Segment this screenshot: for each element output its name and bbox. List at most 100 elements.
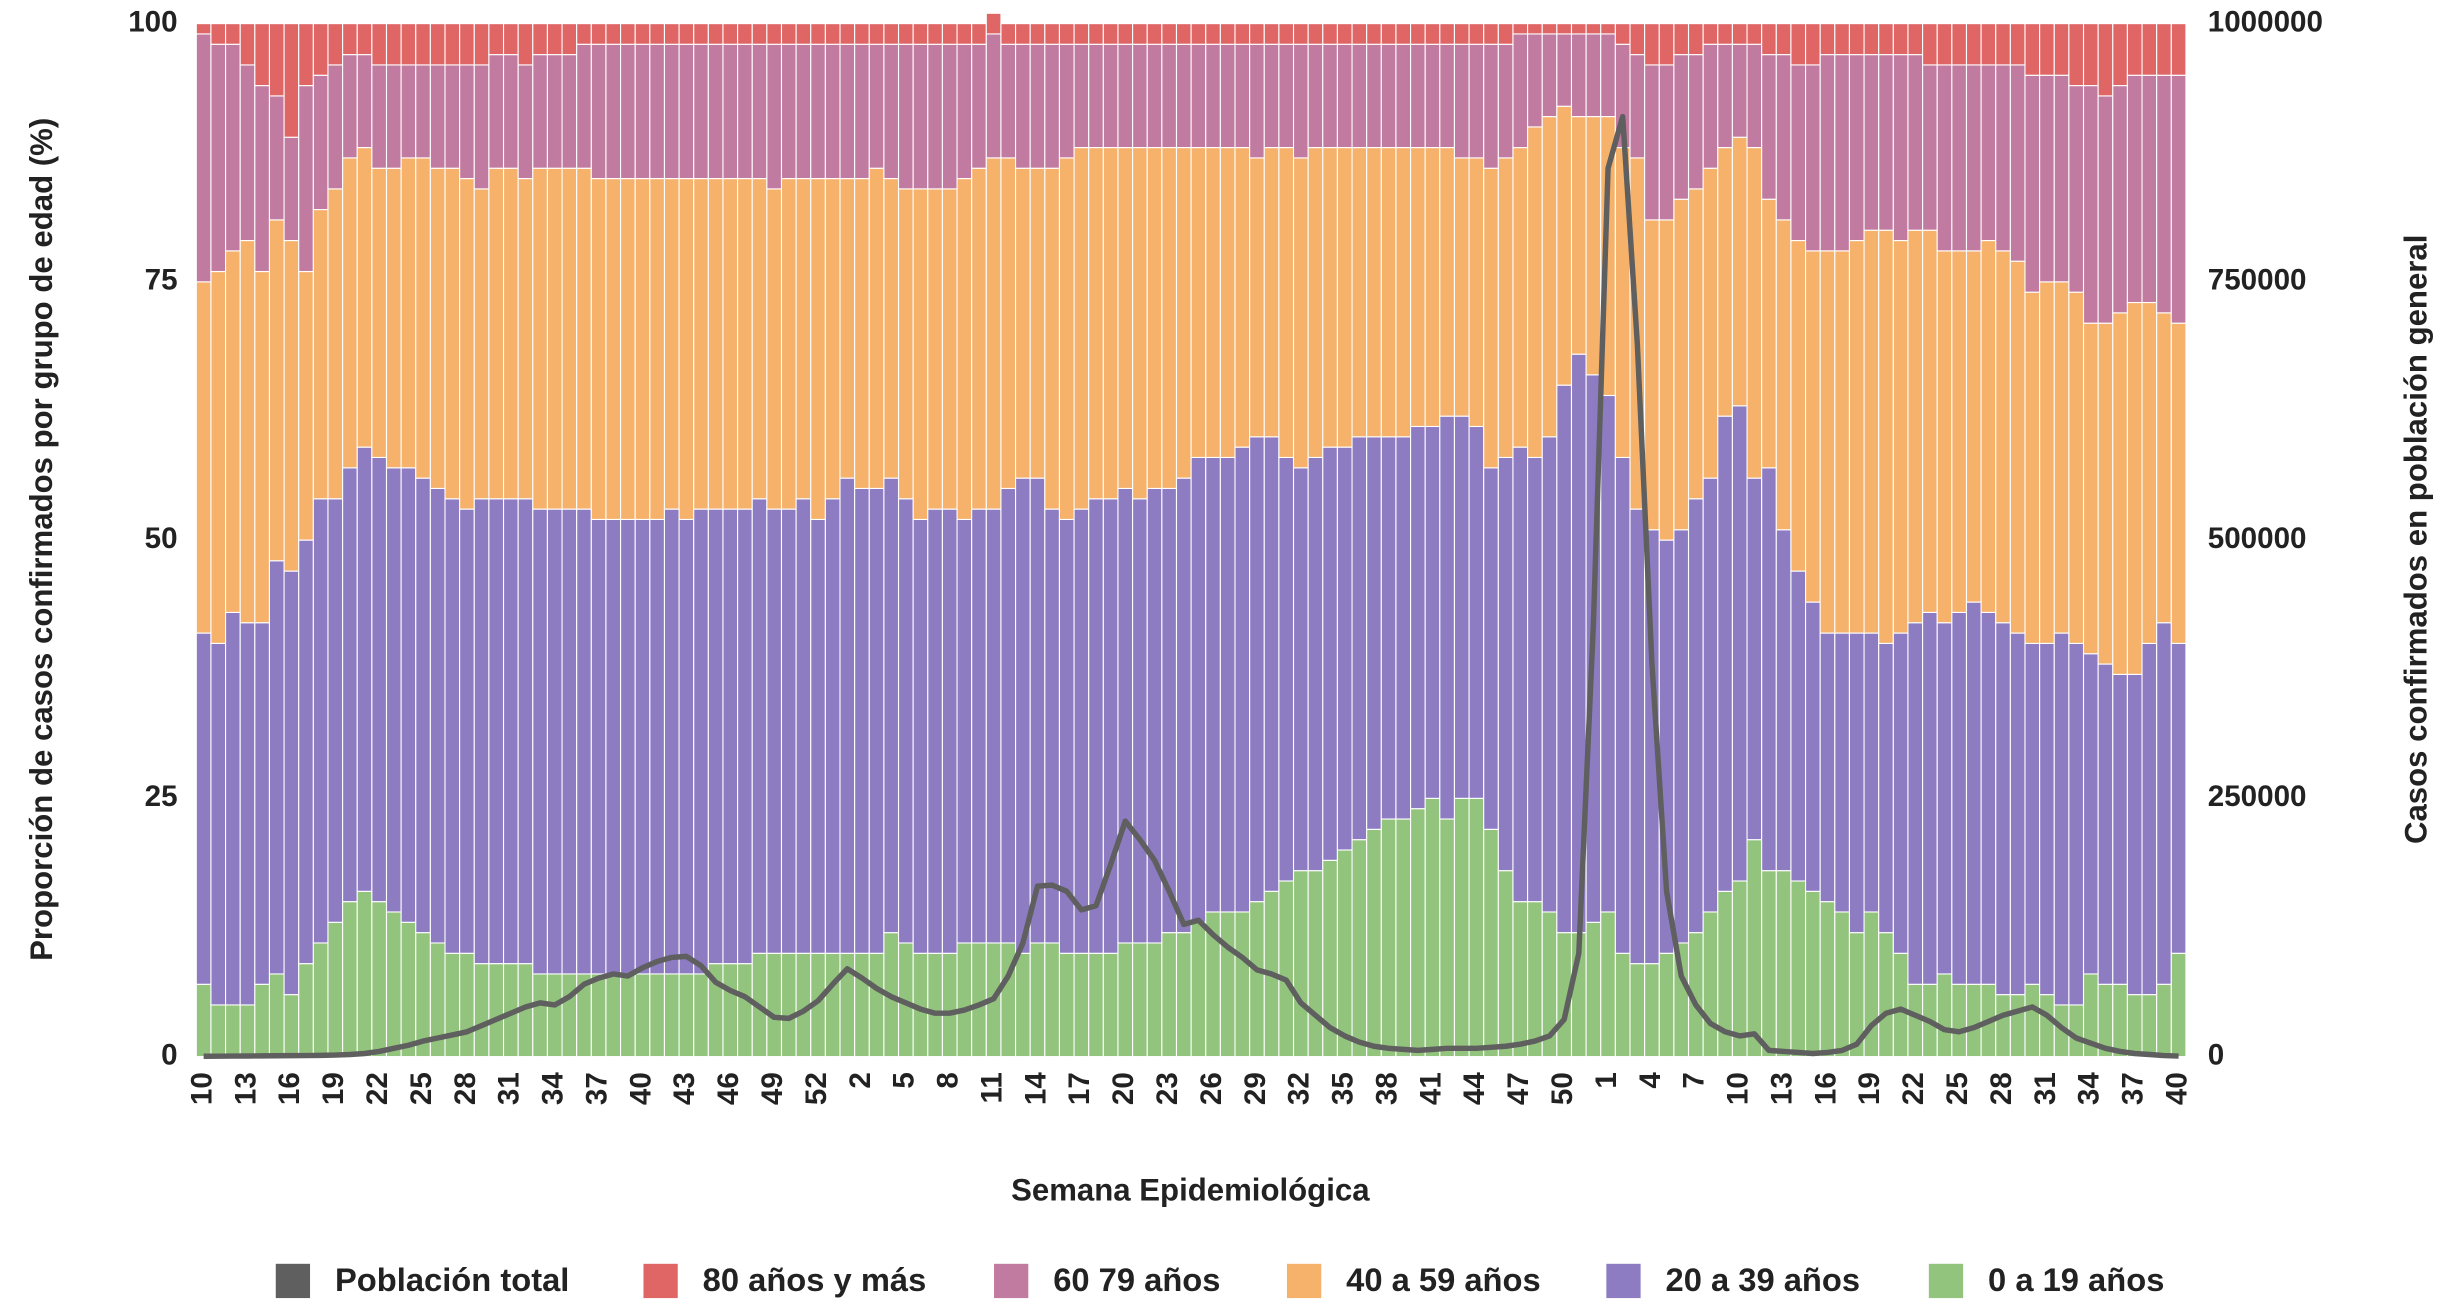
bar-segment <box>1175 23 1192 45</box>
bar-segment <box>1468 157 1485 428</box>
x-tick-label: 44 <box>1458 1072 1491 1105</box>
bar-segment <box>1219 147 1236 459</box>
bar-segment <box>1175 477 1192 934</box>
bar-segment <box>254 85 271 273</box>
bar-segment <box>1702 167 1719 479</box>
bar-segment <box>2126 994 2143 1058</box>
bar-segment <box>1834 250 1850 634</box>
bars <box>195 12 2187 1058</box>
bar-segment <box>1951 64 1968 252</box>
bar-segment <box>1000 487 1017 944</box>
bar-segment <box>2112 23 2128 87</box>
bar-segment <box>1292 467 1309 872</box>
bar-segment <box>1629 963 1646 1058</box>
bar-segment <box>546 54 563 169</box>
x-tick-label: 8 <box>932 1072 965 1088</box>
bar-segment <box>971 508 987 944</box>
bar-segment <box>1483 23 1499 45</box>
bar-segment <box>1775 219 1792 531</box>
bar-segment <box>298 270 314 541</box>
bar-segment <box>2126 673 2143 996</box>
bar-segment <box>605 43 622 180</box>
bar-segment <box>225 23 241 45</box>
bar-segment <box>1863 54 1880 231</box>
bar-segment <box>1117 942 1134 1058</box>
bar-segment <box>2112 983 2128 1058</box>
bar-segment <box>1044 23 1060 45</box>
bar-segment <box>1805 890 1821 1058</box>
bar-segment <box>1892 23 1909 56</box>
bar-segment <box>532 508 548 975</box>
bar-segment <box>1015 952 1031 1058</box>
bar-segment <box>1687 498 1704 934</box>
bar-segment <box>678 178 695 520</box>
bar-segment <box>1380 23 1397 45</box>
bar-segment <box>1234 43 1251 149</box>
bar-segment <box>634 973 651 1058</box>
bar-segment <box>385 23 402 66</box>
bar-segment <box>195 33 212 283</box>
bar-segment <box>1614 23 1631 45</box>
bar-segment <box>737 178 753 510</box>
bar-segment <box>649 973 666 1058</box>
bar-segment <box>795 23 812 45</box>
bar-segment <box>1995 250 2011 624</box>
bar-segment <box>312 23 329 76</box>
bar-segment <box>1527 33 1543 128</box>
bar-segment <box>927 23 943 45</box>
bar-segment <box>722 23 739 45</box>
bar-segment <box>941 43 958 190</box>
bar-segment <box>693 23 709 45</box>
bar-segment <box>605 973 622 1058</box>
bar-segment <box>810 178 826 520</box>
bar-segment <box>1468 23 1485 45</box>
bar-segment <box>737 23 753 45</box>
bar-segment <box>1907 622 1924 985</box>
bar-segment <box>532 54 548 169</box>
bar-segment <box>1424 147 1441 428</box>
bar-segment <box>1980 64 1997 242</box>
x-tick-label: 38 <box>1370 1072 1403 1105</box>
legend-label: Población total <box>335 1261 569 1298</box>
bar-segment <box>195 983 212 1058</box>
bar-segment <box>1834 632 1850 913</box>
bar-segment <box>1468 425 1485 799</box>
bar-segment <box>576 167 592 510</box>
bar-segment <box>1395 818 1412 1058</box>
bar-segment <box>839 178 856 479</box>
bar-segment <box>298 539 314 965</box>
bar-segment <box>1907 983 1924 1058</box>
bar-segment <box>590 518 607 975</box>
bar-segment <box>707 178 724 510</box>
bar-segment <box>2039 281 2055 644</box>
bar-segment <box>620 23 636 45</box>
bar-segment <box>1058 43 1075 159</box>
bar-segment <box>663 973 680 1058</box>
x-tick-label: 43 <box>668 1072 701 1105</box>
bar-segment <box>1132 498 1148 944</box>
bar-segment <box>985 12 1002 35</box>
bar-segment <box>766 508 783 954</box>
bar-segment <box>1570 23 1587 35</box>
bar-segment <box>780 952 797 1058</box>
bar-segment <box>1292 870 1309 1058</box>
bar-segment <box>444 498 461 954</box>
bar-segment <box>883 178 900 479</box>
bar-segment <box>2097 95 2114 324</box>
bar-segment <box>1600 33 1616 118</box>
bar-segment <box>1848 23 1865 56</box>
bar-segment <box>1629 23 1646 56</box>
bar-segment <box>283 570 300 996</box>
bar-segment <box>1717 415 1733 892</box>
bar-segment <box>1044 508 1060 944</box>
bar-segment <box>780 178 797 510</box>
bar-segment <box>429 487 446 944</box>
bar-segment <box>1278 880 1295 1058</box>
bar-segment <box>1263 43 1280 149</box>
bar-segment <box>2009 994 2026 1058</box>
bar-segment <box>1644 219 1660 531</box>
bar-segment <box>2068 85 2085 293</box>
bar-segment <box>678 43 695 180</box>
bar-segment <box>1336 446 1353 851</box>
bar-segment <box>444 952 461 1058</box>
